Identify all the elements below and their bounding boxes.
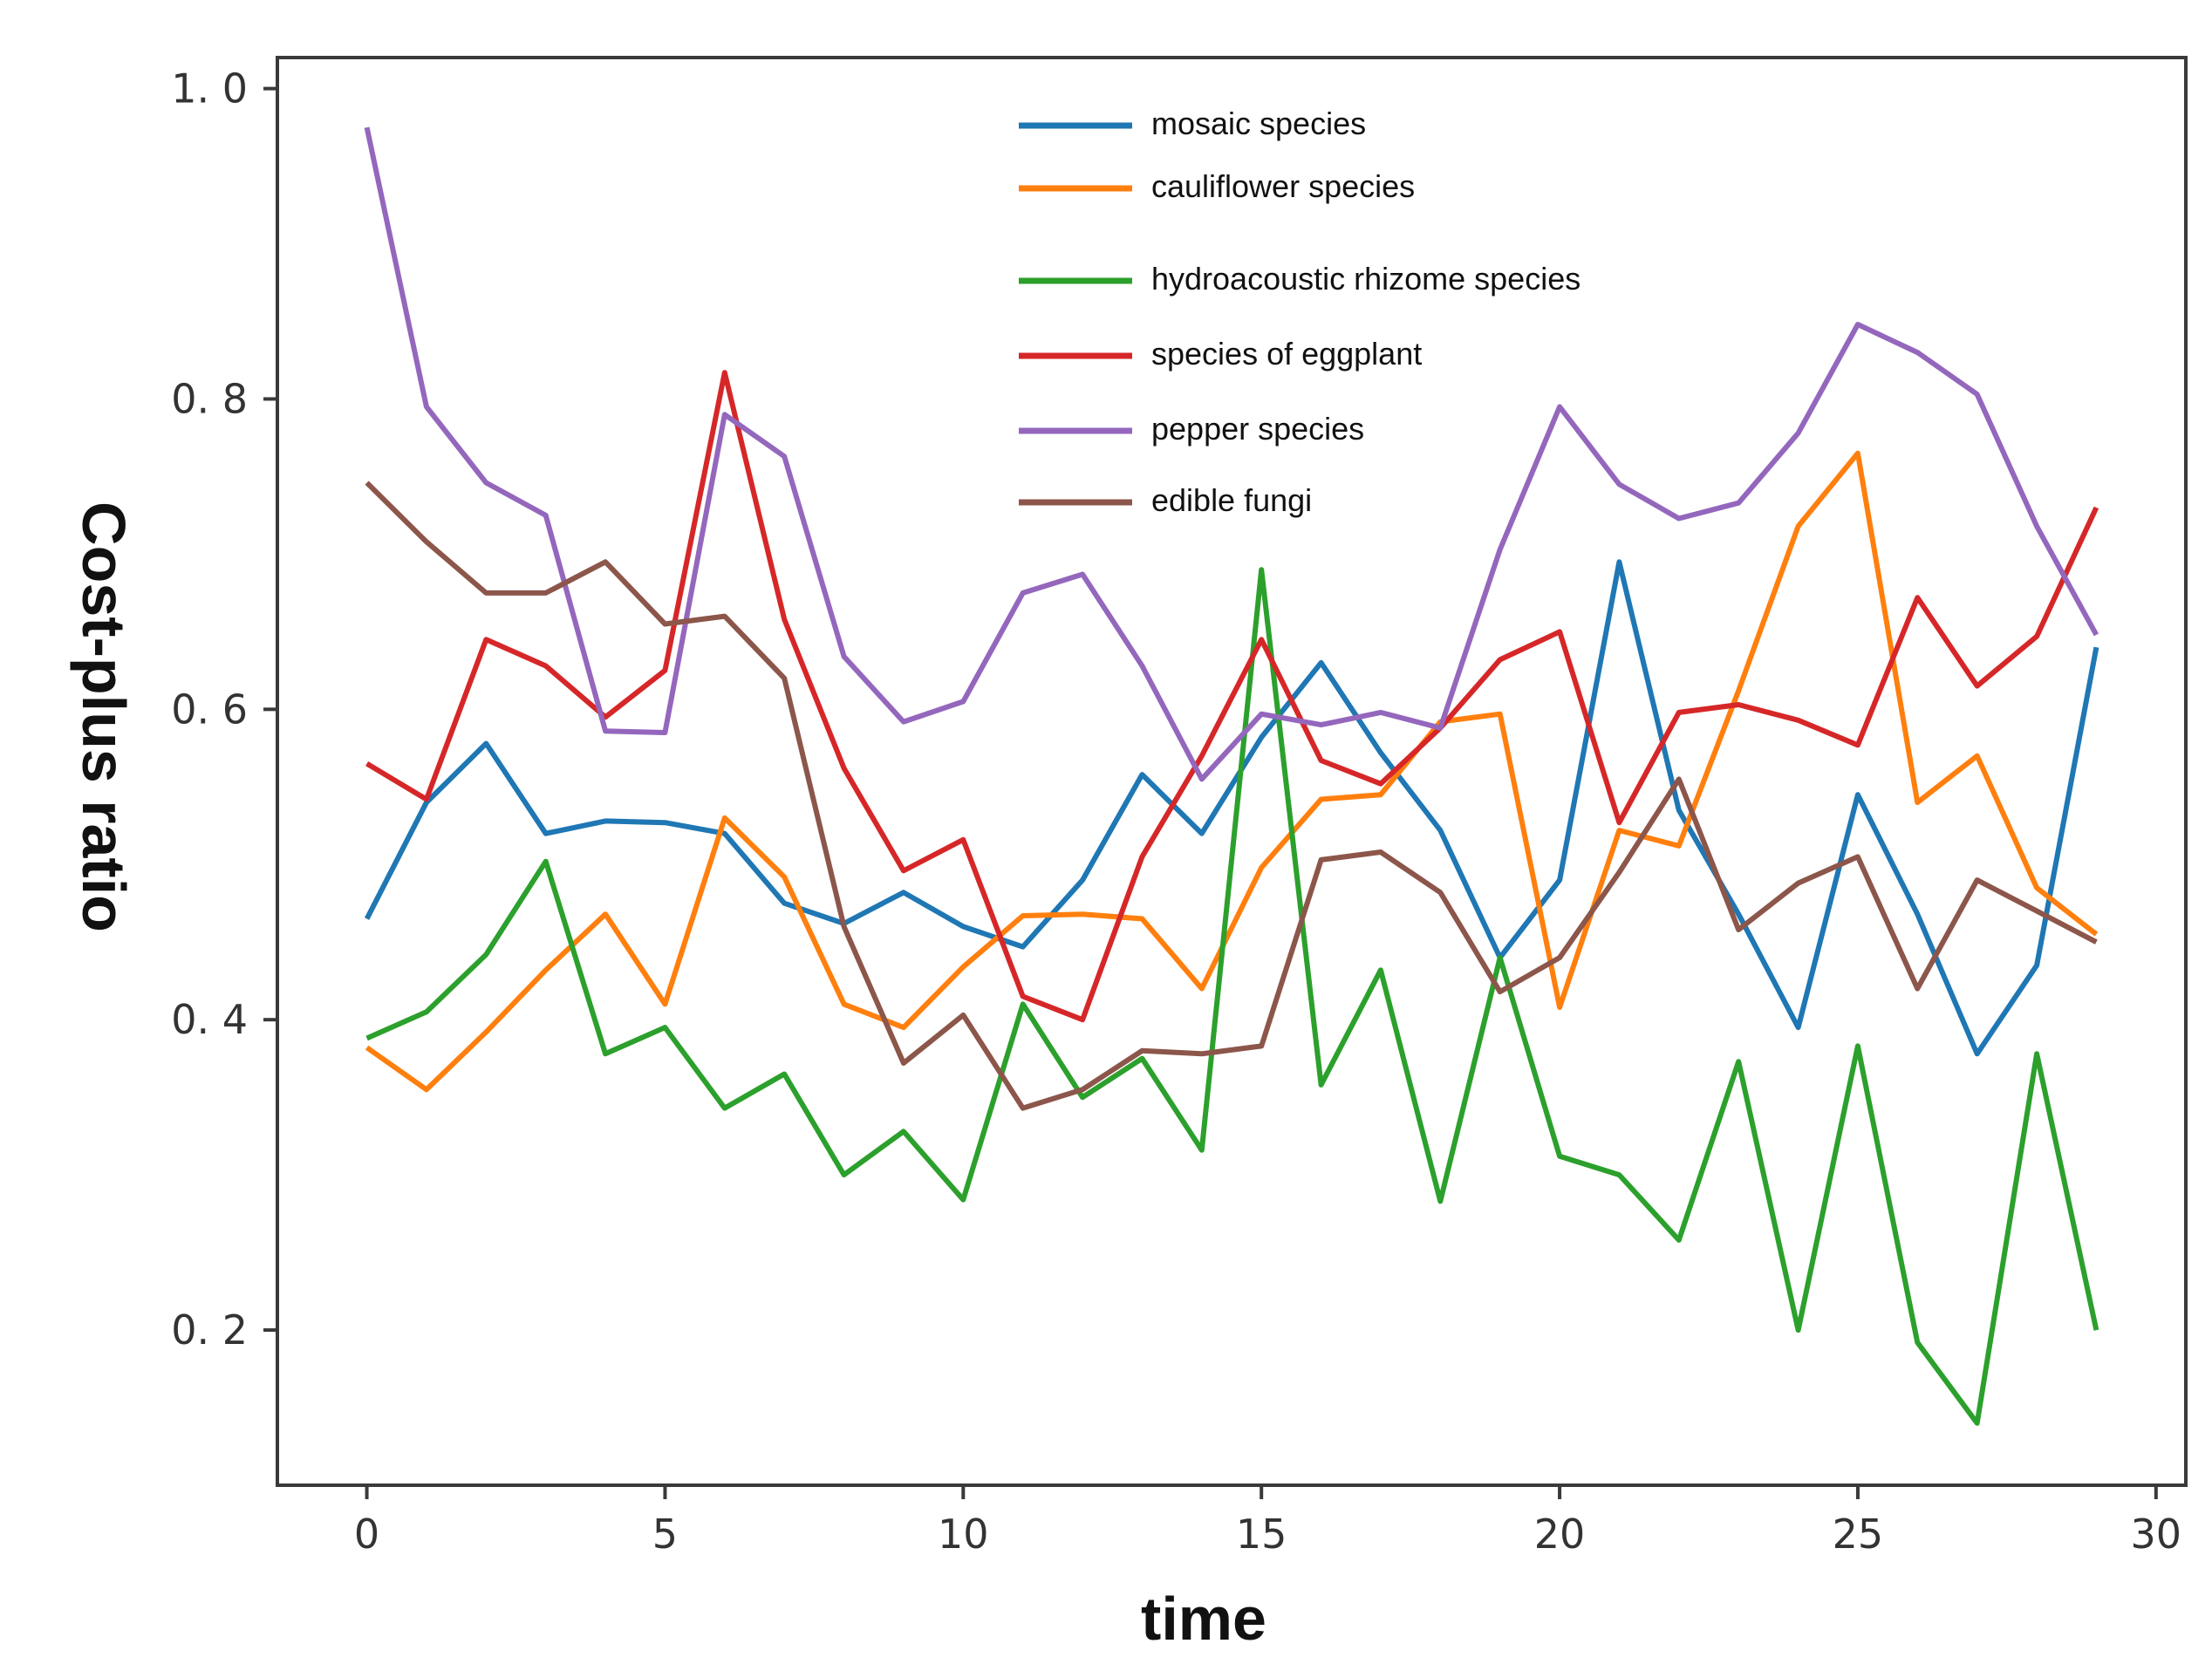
legend-label-cauliflower-species: cauliflower species (1151, 168, 1415, 204)
series-line-species-of-eggplant (365, 370, 2099, 1023)
legend-label-pepper-species: pepper species (1151, 411, 1364, 447)
x-tick-label: 20 (1534, 1511, 1586, 1558)
legend-label-edible-fungi: edible fungi (1151, 482, 1312, 518)
x-tick-label: 30 (2131, 1511, 2182, 1558)
x-tick-label: 10 (938, 1511, 989, 1558)
series-line-hydroacoustic-rhizome-species (365, 567, 2099, 1426)
y-tick-label: 0. 4 (171, 996, 248, 1043)
y-tick-label: 1. 0 (171, 65, 248, 113)
legend-label-mosaic-species: mosaic species (1151, 106, 1366, 141)
x-tick-label: 0 (354, 1511, 379, 1558)
y-tick-label: 0. 2 (171, 1306, 248, 1354)
series-line-mosaic-species (364, 559, 2099, 1057)
x-axis-ticks: 0 5 10 15 20 25 30 (354, 1485, 2181, 1558)
x-tick-label: 25 (1833, 1511, 1884, 1558)
legend-label-species-of-eggplant: species of eggplant (1151, 336, 1422, 372)
legend-box (1003, 98, 1439, 560)
series-layer (364, 126, 2099, 1426)
legend: mosaic species cauliflower species hydroac… (1019, 106, 1580, 518)
series-line-cauliflower-species (365, 450, 2099, 1093)
y-axis-ticks: 0. 2 0. 4 0. 6 0. 8 1. 0 (171, 65, 277, 1354)
x-tick-label: 15 (1236, 1511, 1287, 1558)
series-line-pepper-species (364, 126, 2099, 782)
y-tick-label: 0. 6 (171, 685, 248, 733)
x-axis-title: time (1141, 1585, 1266, 1653)
legend-label-hydroacoustic-rhizome-species: hydroacoustic rhizome species (1151, 261, 1580, 297)
y-axis-title: Cost-plus ratio (70, 501, 138, 932)
x-tick-label: 5 (652, 1511, 678, 1558)
y-tick-label: 0. 8 (171, 375, 248, 422)
series-line-edible-fungi (365, 481, 2098, 1111)
